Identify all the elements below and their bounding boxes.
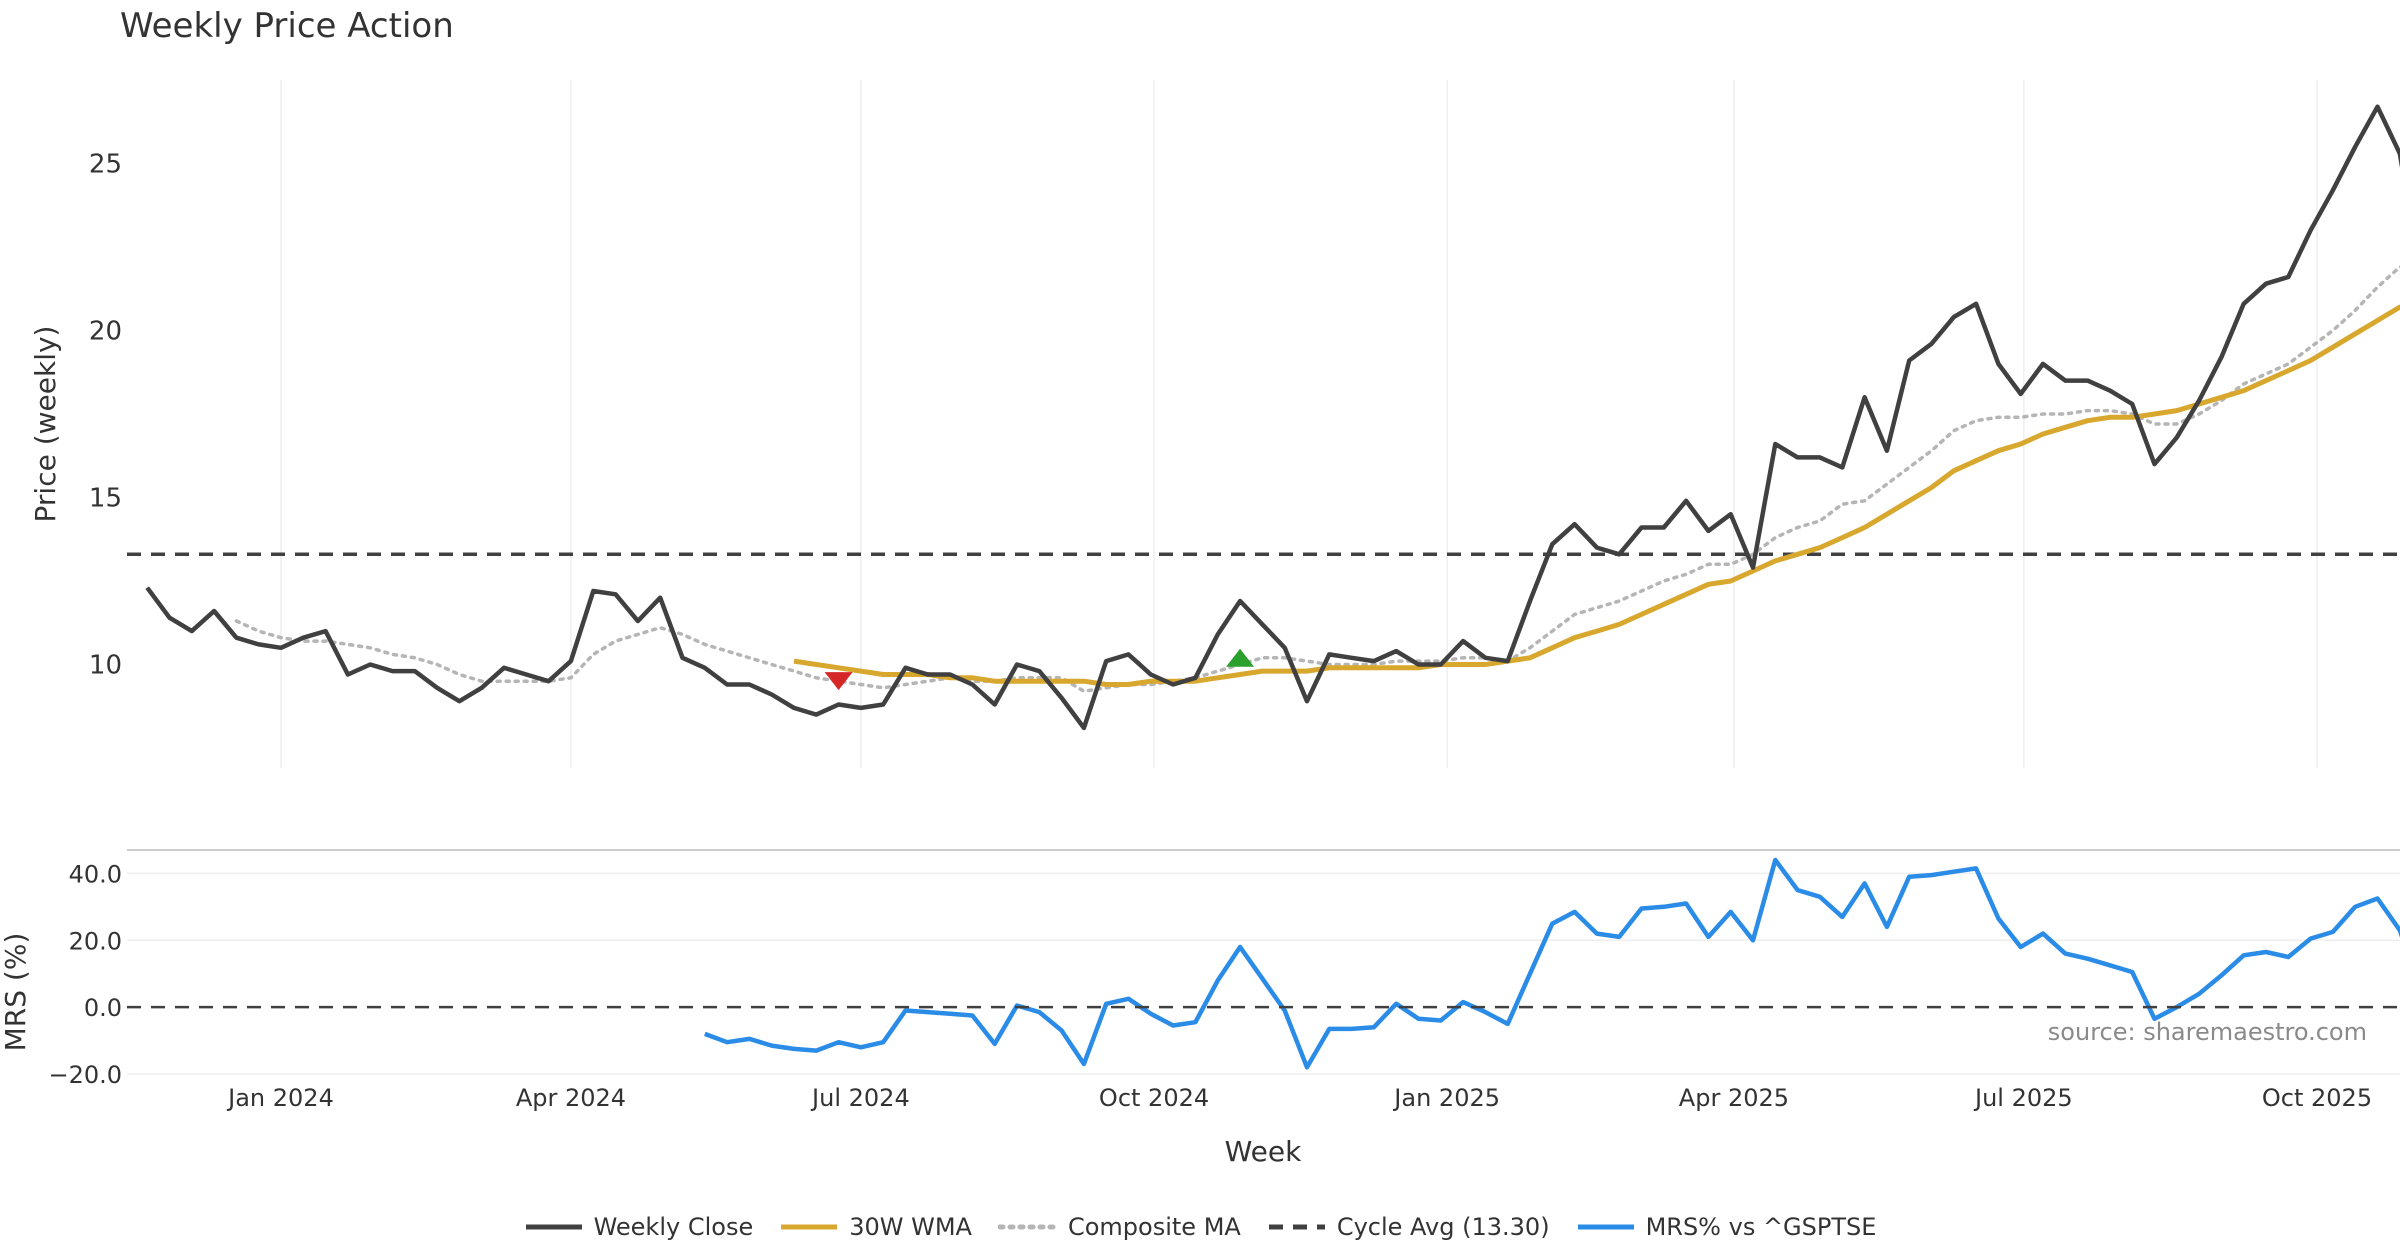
y-tick-label: 15 (89, 483, 122, 513)
x-tick-label: Jan 2024 (226, 1084, 334, 1112)
legend-swatch (1268, 1224, 1325, 1230)
y-axis-label: Price (weekly) (29, 326, 62, 523)
legend-label: Composite MA (1067, 1213, 1241, 1241)
series-line-mrs-vs-gsptse (704, 857, 2400, 1070)
chart-legend: Weekly Close 30W WMA Composite MA Cycle Avg… (0, 1213, 2400, 1241)
series-line-weekly-close (145, 104, 2400, 731)
mrs-y-axis-label: MRS (%) (0, 933, 32, 1052)
mrs-y-tick-label: 0.0 (84, 994, 122, 1022)
x-tick-label: Oct 2025 (2262, 1084, 2372, 1112)
legend-item: MRS% vs ^GSPTSE (1576, 1213, 1877, 1241)
legend-label: 30W WMA (849, 1213, 972, 1241)
legend-item: 30W WMA (779, 1213, 972, 1241)
legend-swatch (781, 1224, 838, 1230)
y-tick-label: 10 (89, 650, 122, 680)
x-tick-label: Jul 2025 (1973, 1084, 2073, 1112)
series-line-composite-ma (234, 265, 2400, 693)
mrs-y-tick-label: −20.0 (48, 1061, 122, 1089)
x-tick-label: Jul 2024 (810, 1084, 910, 1112)
legend-item: Composite MA (997, 1213, 1241, 1241)
legend-label: MRS% vs ^GSPTSE (1645, 1213, 1877, 1241)
x-tick-label: Apr 2025 (1679, 1084, 1789, 1112)
legend-swatch (525, 1224, 582, 1230)
sell-signal-marker (824, 672, 853, 691)
mrs-y-tick-label: 40.0 (69, 860, 122, 888)
x-tick-label: Oct 2024 (1099, 1084, 1209, 1112)
legend-item: Weekly Close (524, 1213, 754, 1241)
y-tick-label: 25 (89, 149, 122, 179)
legend-label: Weekly Close (593, 1213, 754, 1241)
x-axis-label: Week (1225, 1135, 1302, 1168)
legend-swatch (997, 1224, 1058, 1230)
mrs-y-tick-label: 20.0 (69, 927, 122, 955)
legend-item: Cycle Avg (13.30) (1267, 1213, 1550, 1241)
legend-label: Cycle Avg (13.30) (1336, 1213, 1550, 1241)
source-note: source: sharemaestro.com (2047, 1018, 2367, 1046)
x-tick-label: Apr 2024 (516, 1084, 626, 1112)
y-tick-label: 20 (89, 316, 122, 346)
buy-signal-marker (1226, 648, 1255, 667)
chart-title: Weekly Price Action (120, 6, 454, 46)
series-line-30w-wma (793, 304, 2400, 687)
x-tick-label: Jan 2025 (1392, 1084, 1500, 1112)
legend-swatch (1577, 1224, 1634, 1230)
